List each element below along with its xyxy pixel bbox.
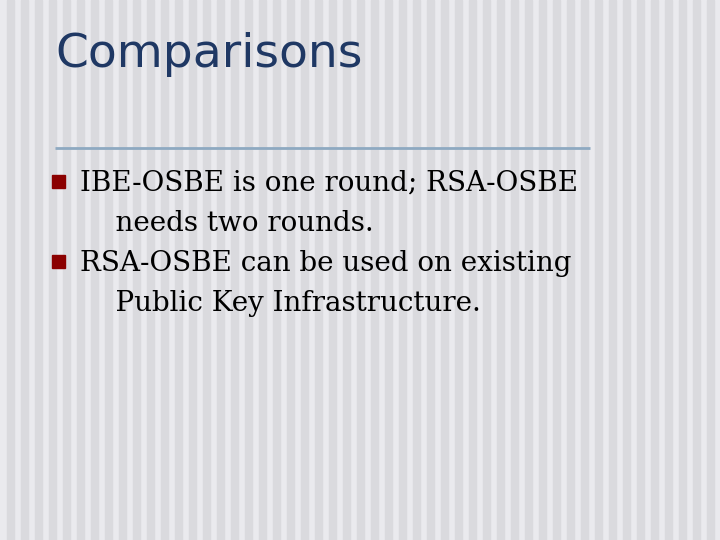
Text: needs two rounds.: needs two rounds. [80,210,374,237]
Bar [217,0,224,540]
Bar [357,0,364,540]
Text: Comparisons: Comparisons [55,32,362,77]
Bar [553,0,560,540]
Bar [21,0,28,540]
Text: IBE-OSBE is one round; RSA-OSBE: IBE-OSBE is one round; RSA-OSBE [80,170,578,197]
Bar [371,0,378,540]
Bar [329,0,336,540]
Bar [91,0,98,540]
Bar [651,0,658,540]
Bar [7,0,14,540]
Bar [189,0,196,540]
Bar [105,0,112,540]
Bar [231,0,238,540]
Bar [497,0,504,540]
Bar [427,0,434,540]
Bar [469,0,476,540]
Bar [399,0,406,540]
Bar [511,0,518,540]
Text: RSA-OSBE can be used on existing: RSA-OSBE can be used on existing [80,250,572,277]
Bar [315,0,322,540]
Bar [273,0,280,540]
Bar [455,0,462,540]
Bar [637,0,644,540]
Bar [483,0,490,540]
Bar [343,0,350,540]
Bar [52,175,65,188]
Bar [301,0,308,540]
Bar [693,0,700,540]
Bar [77,0,84,540]
Bar [287,0,294,540]
Bar [203,0,210,540]
Bar [52,255,65,268]
Bar [147,0,154,540]
Bar [35,0,42,540]
Bar [119,0,126,540]
Bar [595,0,602,540]
Bar [161,0,168,540]
Bar [665,0,672,540]
Bar [175,0,182,540]
Bar [133,0,140,540]
Bar [245,0,252,540]
Bar [679,0,686,540]
Bar [581,0,588,540]
Bar [623,0,630,540]
Bar [707,0,714,540]
Bar [567,0,574,540]
Bar [539,0,546,540]
Bar [525,0,532,540]
Bar [63,0,70,540]
Bar [385,0,392,540]
Bar [609,0,616,540]
Bar [49,0,56,540]
Bar [413,0,420,540]
Text: Public Key Infrastructure.: Public Key Infrastructure. [80,290,481,317]
Bar [441,0,448,540]
Bar [259,0,266,540]
